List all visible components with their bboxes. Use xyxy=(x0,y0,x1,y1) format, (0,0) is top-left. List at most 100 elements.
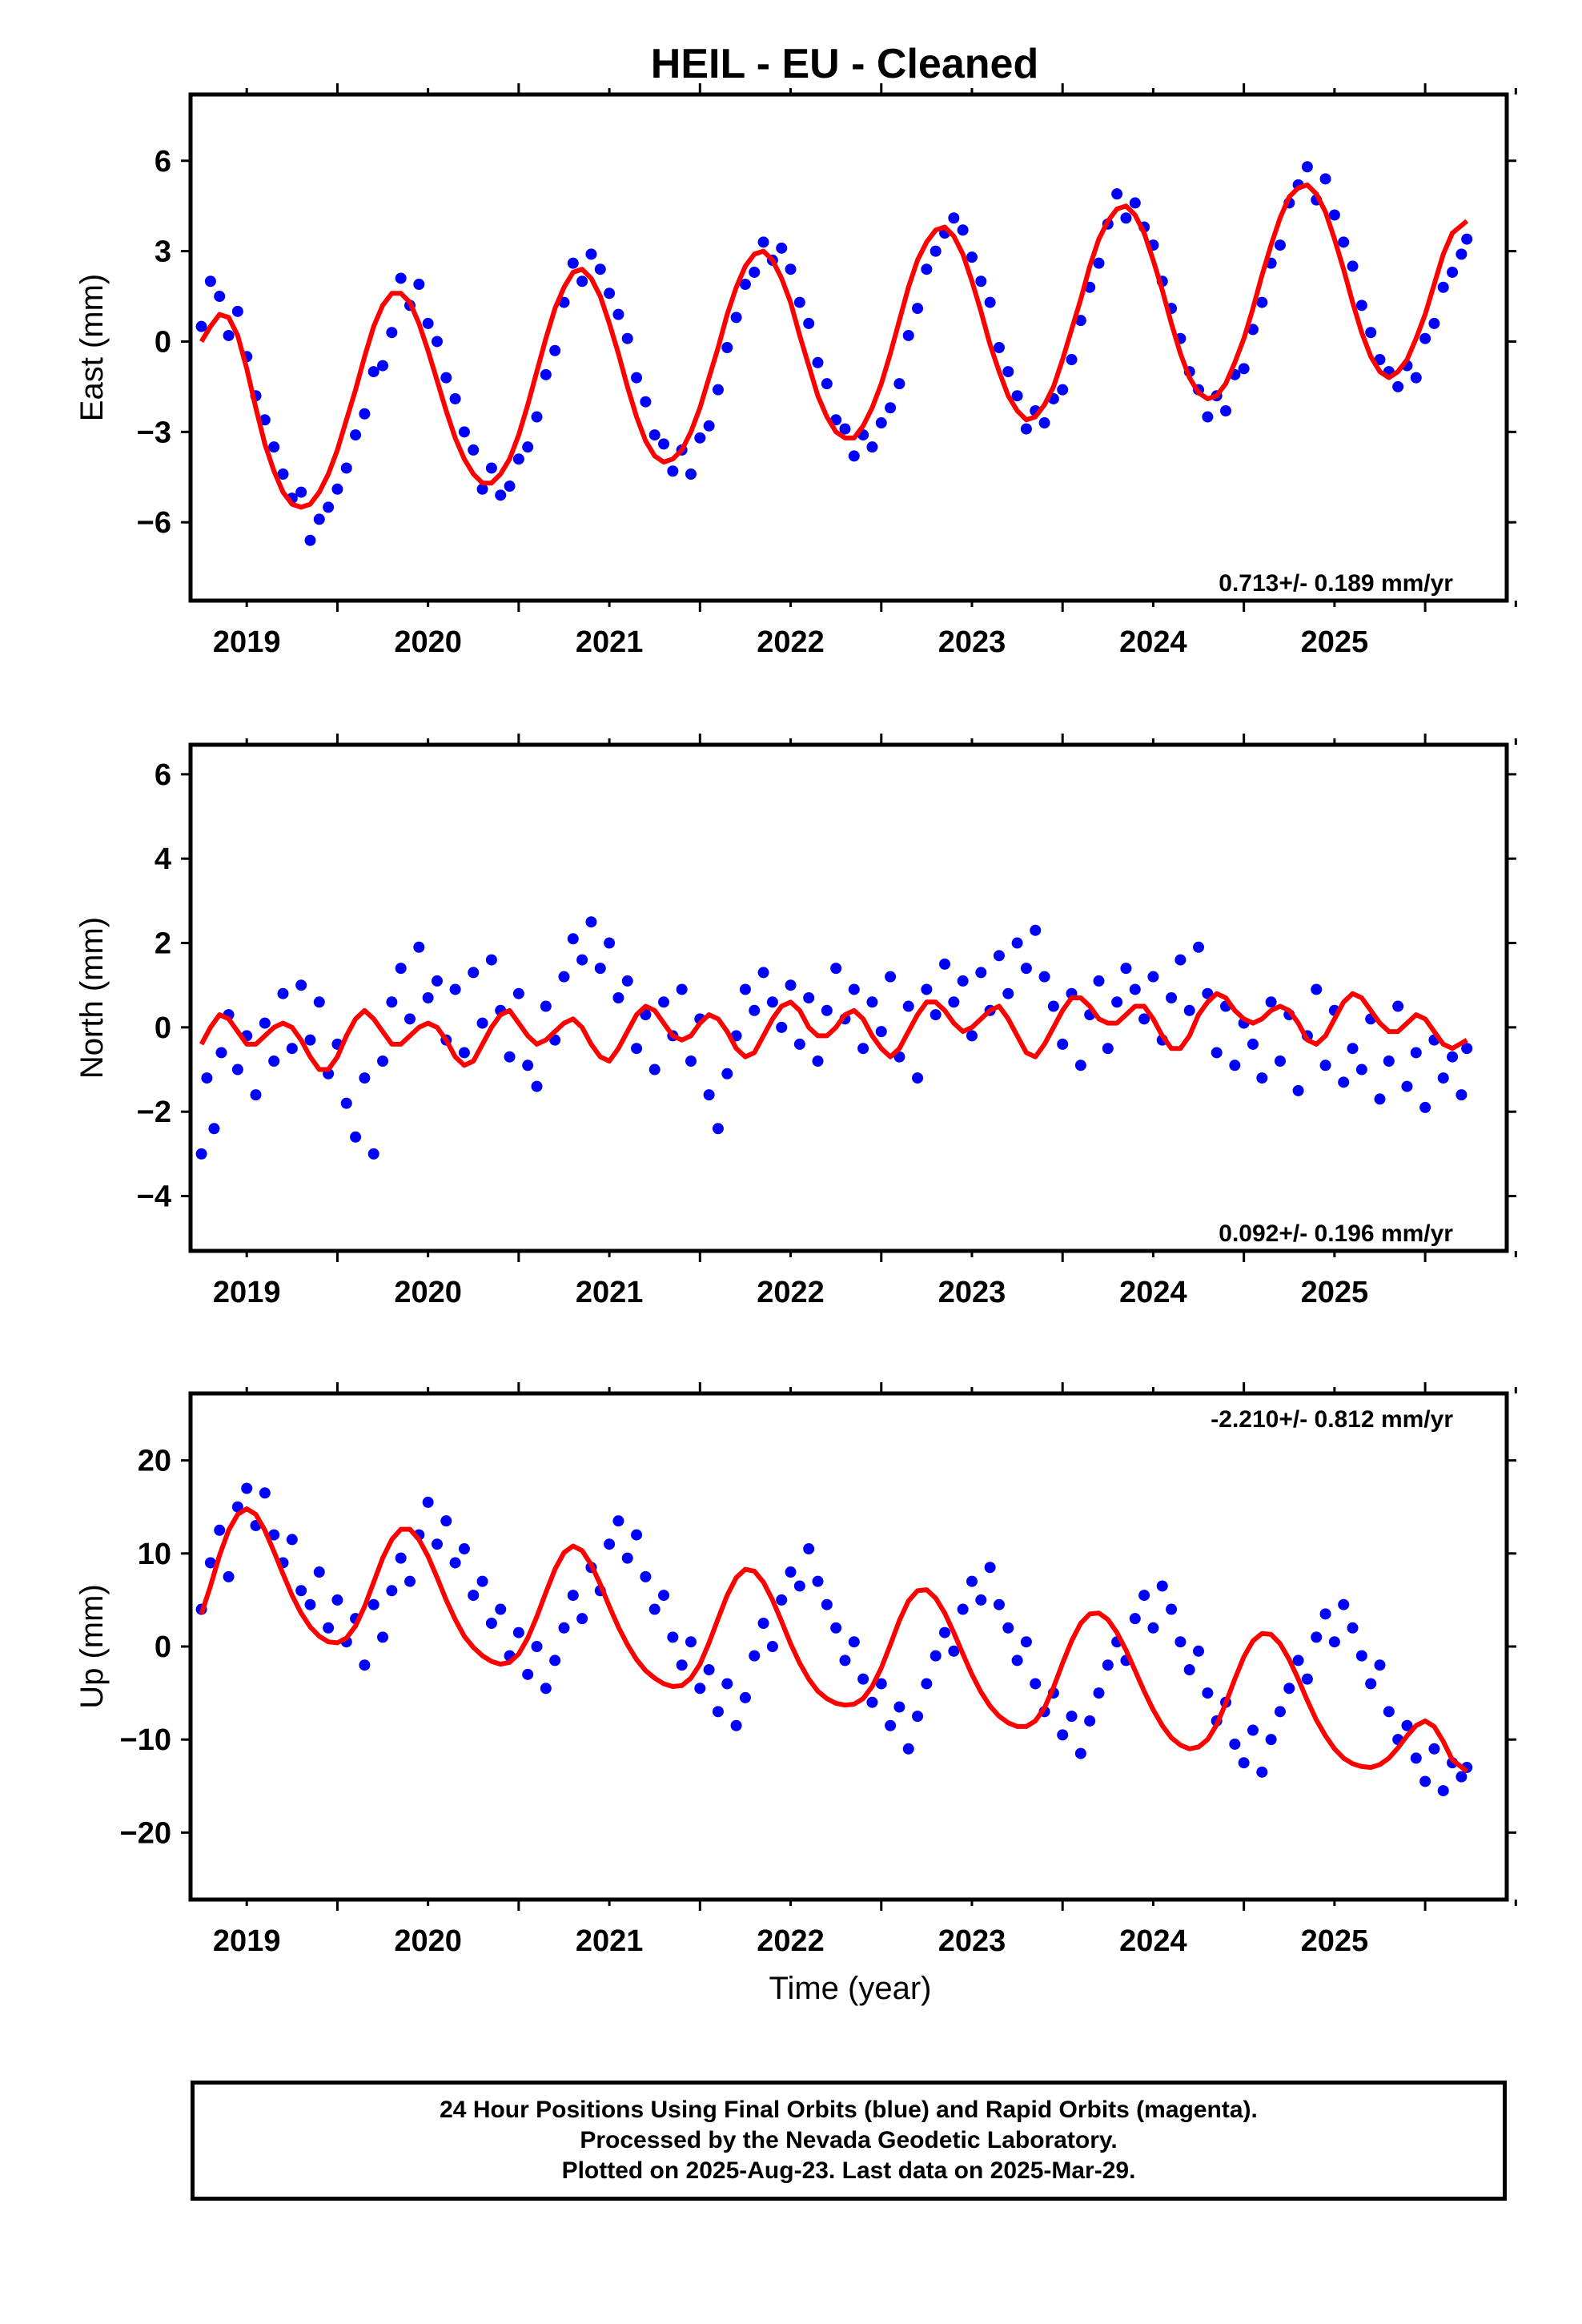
east-data-point xyxy=(975,275,987,287)
east-data-point xyxy=(367,366,379,378)
east-model-curve xyxy=(199,182,1469,510)
north-data-point xyxy=(1338,1076,1350,1088)
up-data-point xyxy=(793,1580,805,1592)
east-data-point xyxy=(485,462,497,474)
north-data-point xyxy=(830,963,842,975)
up-data-point xyxy=(966,1575,978,1587)
up-data-point xyxy=(558,1622,570,1634)
up-data-point xyxy=(757,1617,769,1629)
footer-line-3: Plotted on 2025-Aug-23. Last data on 202… xyxy=(561,2157,1136,2184)
east-data-point xyxy=(323,501,335,513)
north-data-point xyxy=(1002,987,1014,999)
up-data-point xyxy=(1057,1729,1069,1741)
north-data-point xyxy=(1256,1072,1268,1084)
up-data-point xyxy=(1166,1603,1178,1615)
east-data-point xyxy=(712,384,724,396)
north-data-point xyxy=(857,1043,869,1055)
east-data-point xyxy=(476,483,488,495)
east-data-point xyxy=(1202,411,1214,423)
up-data-point xyxy=(1410,1752,1422,1764)
north-data-point xyxy=(476,1017,488,1029)
north-data-point xyxy=(604,937,616,949)
north-data-point xyxy=(993,950,1005,962)
east-data-point xyxy=(658,438,670,450)
up-data-point xyxy=(1338,1598,1350,1610)
east-data-point xyxy=(1002,366,1014,378)
up-data-point xyxy=(576,1613,588,1625)
east-data-point xyxy=(576,275,588,287)
up-data-point xyxy=(1129,1613,1141,1625)
up-data-point xyxy=(1328,1636,1340,1648)
east-data-point xyxy=(803,317,815,329)
north-data-point xyxy=(1401,1080,1413,1092)
east-data-point xyxy=(395,272,407,284)
north-data-point xyxy=(1129,983,1141,995)
up-data-point xyxy=(295,1585,307,1597)
north-data-point xyxy=(422,992,434,1003)
up-data-point xyxy=(830,1622,842,1634)
north-data-point xyxy=(875,1026,887,1038)
up-data-point xyxy=(749,1650,761,1662)
east-data-point xyxy=(1011,390,1023,402)
up-data-point xyxy=(667,1631,679,1643)
north-data-point xyxy=(304,1034,316,1046)
up-data-point xyxy=(395,1552,407,1564)
north-y-tick-label: 2 xyxy=(155,927,171,961)
east-data-point xyxy=(1447,266,1459,278)
east-data-point xyxy=(386,327,398,339)
footer-box: 24 Hour Positions Using Final Orbits (bl… xyxy=(191,2081,1507,2201)
north-y-tick-label: −4 xyxy=(137,1180,171,1214)
north-data-point xyxy=(468,967,480,979)
up-data-point xyxy=(921,1678,933,1690)
north-data-point xyxy=(1461,1043,1473,1055)
east-data-point xyxy=(1301,161,1313,173)
up-data-point xyxy=(1020,1636,1032,1648)
north-data-point xyxy=(215,1047,227,1059)
east-data-point xyxy=(304,534,316,546)
east-data-point xyxy=(422,317,434,329)
up-data-point xyxy=(812,1575,824,1587)
up-data-point xyxy=(676,1659,688,1671)
east-data-point xyxy=(604,287,616,300)
east-x-tick-label: 2023 xyxy=(938,625,1006,659)
north-data-point xyxy=(1147,971,1159,983)
up-data-point xyxy=(231,1501,243,1513)
east-data-point xyxy=(1437,281,1449,293)
up-data-point xyxy=(604,1538,616,1550)
up-data-point xyxy=(1174,1636,1186,1648)
x-axis-label: Time (year) xyxy=(769,1971,932,2006)
up-data-point xyxy=(821,1598,833,1610)
east-data-point xyxy=(295,486,307,498)
north-data-point xyxy=(313,996,325,1008)
north-x-tick-label: 2023 xyxy=(938,1276,1006,1309)
north-data-point xyxy=(585,916,597,928)
footer-line-2: Processed by the Nevada Geodetic Laborat… xyxy=(580,2127,1118,2153)
east-data-point xyxy=(540,368,552,380)
up-data-point xyxy=(912,1711,924,1723)
north-data-point xyxy=(885,971,897,983)
north-data-point xyxy=(957,975,969,987)
east-data-point xyxy=(1220,405,1232,416)
east-data-point xyxy=(214,291,226,303)
north-data-point xyxy=(921,983,933,995)
north-y-tick-label: 6 xyxy=(155,758,171,792)
north-data-point xyxy=(1211,1047,1223,1059)
east-data-point xyxy=(612,308,624,320)
north-data-point xyxy=(612,992,624,1003)
up-data-point xyxy=(648,1603,661,1615)
up-data-point xyxy=(404,1575,416,1587)
north-data-point xyxy=(848,983,860,995)
north-data-point xyxy=(1374,1093,1386,1105)
east-x-tick-label: 2019 xyxy=(213,625,281,659)
east-data-point xyxy=(531,411,543,423)
east-data-point xyxy=(685,468,697,480)
up-data-point xyxy=(739,1691,751,1703)
up-data-point xyxy=(313,1566,325,1578)
up-data-point xyxy=(259,1487,271,1499)
north-data-point xyxy=(286,1043,298,1055)
up-data-point xyxy=(377,1631,389,1643)
east-data-point xyxy=(359,408,371,420)
up-data-point xyxy=(422,1496,434,1508)
east-data-point xyxy=(1247,324,1259,336)
north-data-point xyxy=(812,1055,824,1067)
